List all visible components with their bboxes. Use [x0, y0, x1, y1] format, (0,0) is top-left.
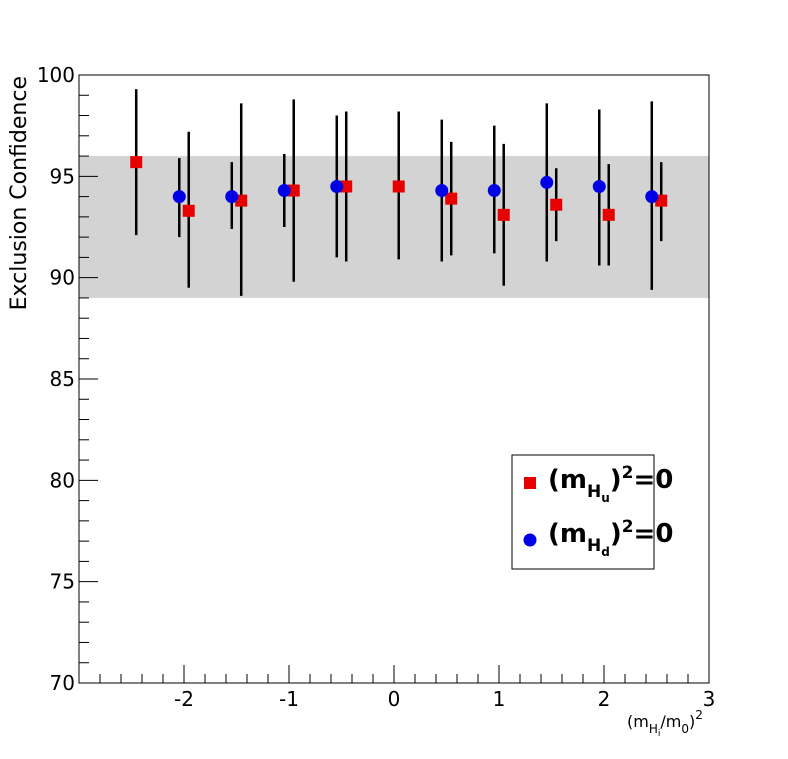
x-tick-label: -1: [279, 687, 299, 711]
x-axis-title-main: (m: [627, 712, 649, 731]
legend-hd-end: ): [610, 519, 622, 549]
data-point-square: [287, 184, 300, 197]
x-axis-title-end: ): [689, 712, 695, 731]
data-point-circle: [225, 190, 239, 204]
legend: (mHu)2=0 (mHd)2=0: [511, 454, 673, 570]
confidence-band-layer: [79, 156, 709, 298]
data-point-square: [130, 156, 143, 169]
x-axis-title-sub2: 0: [681, 722, 689, 736]
legend-hd-tail: =0: [634, 519, 674, 549]
y-tick-label: 80: [50, 468, 75, 492]
series-hd: [172, 101, 659, 290]
legend-hu-subsub: u: [601, 491, 610, 505]
legend-hd-main: (m: [548, 519, 587, 549]
legend-hu-sup: 2: [622, 463, 634, 483]
legend-marker-circle: [523, 533, 537, 547]
legend-label-hd: (mHd)2=0: [548, 517, 673, 559]
data-point-square: [550, 198, 563, 211]
legend-hu-sub: H: [587, 482, 601, 502]
y-tick-label: 75: [50, 570, 75, 594]
x-axis-title-subsub: i: [658, 729, 661, 739]
x-axis-title: (mHi/m0)2: [627, 708, 703, 739]
y-tick-label: 100: [37, 63, 75, 87]
confidence-band: [79, 156, 709, 298]
data-point-square: [340, 180, 353, 193]
data-point-circle: [435, 184, 449, 198]
data-point-square: [445, 192, 458, 205]
data-point-square: [497, 208, 510, 221]
data-point-circle: [330, 179, 344, 193]
data-point-square: [235, 194, 248, 207]
x-tick-label: 0: [388, 687, 401, 711]
legend-box: [511, 454, 655, 570]
y-tick-label: 85: [50, 367, 75, 391]
data-point-square: [392, 180, 405, 193]
series-hu: [130, 89, 668, 296]
x-tick-label: -2: [174, 687, 194, 711]
x-axis-title-sup: 2: [695, 708, 703, 722]
tick-labels-layer: 70 75 80 85 90 95 100 -2 -1 0 1 2 3: [37, 63, 716, 711]
data-point-circle: [487, 184, 501, 198]
legend-marker-square: [524, 477, 536, 489]
y-tick-label: 90: [50, 266, 75, 290]
data-point-circle: [592, 179, 606, 193]
y-axis-title: Exclusion Confidence: [7, 76, 32, 310]
x-tick-label: 1: [493, 687, 506, 711]
legend-hd-sup: 2: [622, 517, 634, 537]
data-point-circle: [172, 190, 186, 204]
x-axis-title-sub: H: [649, 722, 658, 736]
y-tick-label: 70: [50, 671, 75, 695]
data-point-square: [602, 208, 615, 221]
legend-hd-subsub: d: [601, 545, 610, 559]
data-point-circle: [540, 175, 554, 189]
data-point-circle: [645, 190, 659, 204]
legend-hu-end: ): [610, 465, 622, 495]
legend-label-hu: (mHu)2=0: [548, 463, 673, 505]
data-point-circle: [277, 184, 291, 198]
data-point-square: [182, 204, 195, 217]
x-tick-label: 3: [703, 687, 716, 711]
y-tick-label: 95: [50, 164, 75, 188]
legend-hd-sub: H: [587, 536, 601, 556]
x-tick-label: 2: [598, 687, 611, 711]
legend-hu-main: (m: [548, 465, 587, 495]
data-point-square: [655, 194, 668, 207]
legend-hu-tail: =0: [634, 465, 674, 495]
data-points-layer: [130, 89, 668, 296]
x-axis-title-mid: /m: [660, 712, 681, 731]
axes-layer: [78, 74, 710, 684]
